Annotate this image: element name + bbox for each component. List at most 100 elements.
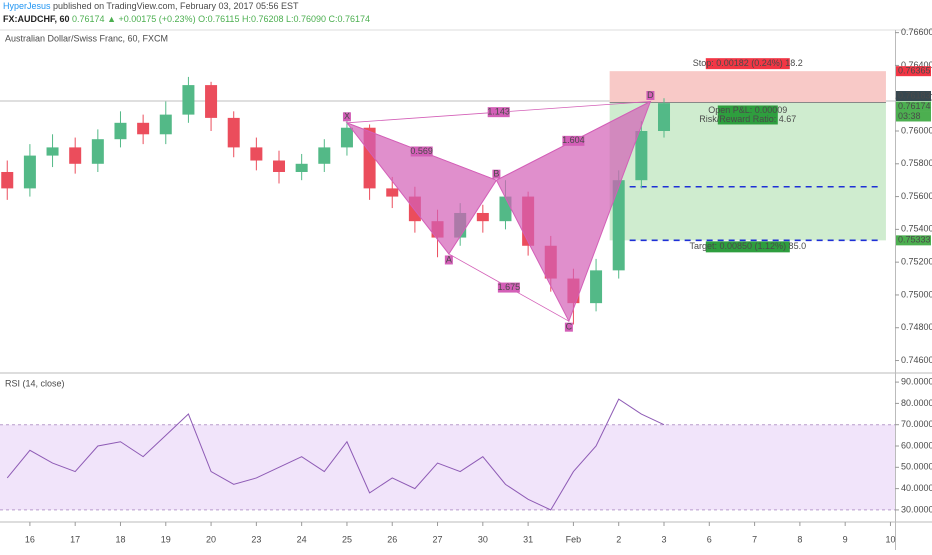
x-tick-label: 26	[387, 534, 397, 544]
symbol: FX:AUDCHF, 60	[3, 14, 70, 24]
x-tick-label: Feb	[566, 534, 582, 544]
price-label: 0.75333	[898, 235, 931, 245]
candle-body	[612, 180, 625, 271]
x-tick-label: 23	[251, 534, 261, 544]
candle-body	[340, 127, 353, 148]
ratio-box	[410, 146, 433, 157]
price-label-box	[896, 235, 931, 246]
header-line: FX:AUDCHF, 60 0.76174 ▲ +0.00175 (+0.23%…	[3, 14, 370, 24]
point-box	[564, 322, 573, 332]
chart-title: Australian Dollar/Swiss Franc, 60, FXCM	[5, 33, 168, 43]
stop-zone	[609, 71, 886, 103]
y-tick-label: 0.75000	[901, 289, 932, 299]
y-tick-label: 70.0000	[901, 419, 932, 429]
y-tick-label: 60.0000	[901, 440, 932, 450]
price-label-box	[896, 101, 931, 112]
x-tick-label: 18	[115, 534, 125, 544]
y-tick-label: 80.0000	[901, 398, 932, 408]
ratio-box	[487, 107, 510, 118]
candle-body	[91, 139, 104, 164]
y-tick-label: 0.76000	[901, 125, 932, 135]
point-label: C	[566, 322, 573, 332]
price-label: 0.76174	[898, 101, 931, 111]
x-tick-label: 6	[707, 534, 712, 544]
ratio-label: 1.675	[498, 282, 521, 292]
point-label: X	[344, 111, 350, 121]
stop-label: Stop: 0.00182 (0.24%) 18.2	[693, 58, 803, 68]
x-tick-label: 30	[478, 534, 488, 544]
point-box	[342, 112, 351, 122]
x-tick-label: 16	[25, 534, 35, 544]
candle-body	[46, 147, 59, 156]
target-label-box	[705, 241, 790, 253]
candle-body	[159, 114, 172, 135]
published: published on TradingView.com, February 0…	[53, 1, 299, 11]
point-label: B	[493, 169, 499, 179]
price-label-box	[896, 66, 931, 77]
candle-body	[635, 131, 648, 181]
x-tick-label: 24	[297, 534, 307, 544]
pnl-label: Open P&L: 0.00009	[708, 105, 787, 115]
candle-body	[318, 147, 331, 164]
x-tick-label: 27	[433, 534, 443, 544]
point-box	[492, 169, 501, 179]
target-zone	[609, 102, 886, 241]
x-tick-label: 19	[161, 534, 171, 544]
y-tick-label: 0.75800	[901, 158, 932, 168]
y-tick-label: 0.75600	[901, 191, 932, 201]
candle-body	[69, 147, 82, 164]
y-tick-label: 0.74800	[901, 322, 932, 332]
pnl-label-box	[717, 105, 778, 125]
author[interactable]: HyperJesus	[3, 1, 51, 11]
y-tick-label: 0.76600	[901, 27, 932, 37]
countdown: 03:38	[898, 111, 921, 121]
target-label: Target: 0.00850 (1.12%) 85.0	[690, 241, 807, 251]
candle-body	[658, 103, 671, 132]
candle-body	[273, 160, 286, 172]
y-tick-label: 0.76400	[901, 60, 932, 70]
x-tick-label: 2	[616, 534, 621, 544]
y-tick-label: 40.0000	[901, 483, 932, 493]
rsi-title: RSI (14, close)	[5, 378, 65, 388]
candle-body	[250, 147, 263, 161]
x-tick-label: 25	[342, 534, 352, 544]
point-label: A	[446, 254, 452, 264]
x-tick-label: 31	[523, 534, 533, 544]
point-box	[444, 255, 453, 265]
y-tick-label: 0.74600	[901, 355, 932, 365]
countdown-box	[896, 111, 931, 122]
x-tick-label: 17	[70, 534, 80, 544]
candle-body	[23, 155, 36, 189]
price-label-box	[896, 91, 931, 102]
y-tick-label: 0.75200	[901, 257, 932, 267]
candle-body	[476, 212, 489, 222]
candle-body	[205, 85, 218, 118]
x-tick-label: 20	[206, 534, 216, 544]
y-tick-label: 30.0000	[901, 504, 932, 514]
ratio-label: 1.143	[487, 107, 510, 117]
header-line: HyperJesus published on TradingView.com,…	[3, 1, 299, 11]
ratio-label: 1.604	[562, 135, 585, 145]
ohlc: O:0.76115 H:0.76208 L:0.76090 C:0.76174	[198, 14, 370, 24]
last: 0.76174	[72, 14, 105, 24]
candle-body	[295, 163, 308, 172]
x-tick-label: 3	[661, 534, 666, 544]
ratio-box	[497, 282, 520, 293]
candle-body	[227, 117, 240, 148]
point-box	[646, 90, 655, 100]
x-tick-label: 10	[885, 534, 895, 544]
point-label: D	[647, 90, 654, 100]
change: ▲ +0.00175 (+0.23%)	[107, 14, 195, 24]
y-tick-label: 90.0000	[901, 376, 932, 386]
x-tick-label: 9	[843, 534, 848, 544]
ratio-box	[562, 135, 585, 146]
candle-body	[1, 171, 14, 189]
rsi-line	[6, 398, 665, 511]
y-tick-label: 50.0000	[901, 462, 932, 472]
x-tick-label: 7	[752, 534, 757, 544]
ratio-label: 0.569	[410, 146, 433, 156]
price-label: 0.76365	[898, 66, 931, 76]
x-tick-label: 8	[797, 534, 802, 544]
candle-body	[386, 188, 399, 197]
